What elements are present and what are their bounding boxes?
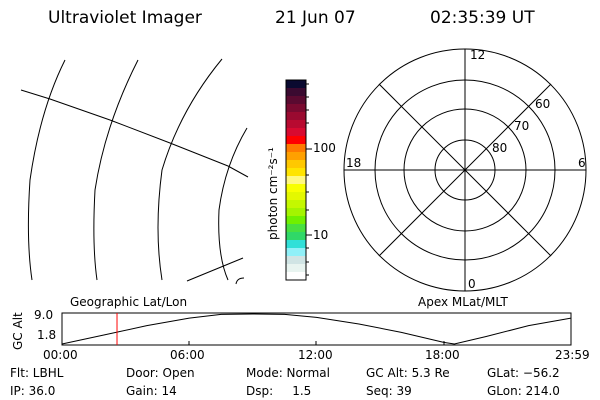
colorbar-band <box>286 160 306 169</box>
colorbar-band <box>286 80 306 89</box>
colorbar-band <box>286 112 306 121</box>
colorbar-band <box>286 200 306 209</box>
latitude-line <box>20 89 249 178</box>
colorbar-ticks <box>306 83 312 276</box>
x-tick: 23:59 <box>555 348 590 362</box>
longitude-line <box>218 127 248 281</box>
coastline <box>235 277 245 285</box>
mlt-label-0: 0 <box>468 277 476 291</box>
colorbar-band <box>286 176 306 185</box>
y-tick-max: 9.0 <box>34 308 54 322</box>
door-value: Door: Open <box>126 366 195 380</box>
colorbar-frame <box>285 79 307 281</box>
colorbar-band <box>286 216 306 225</box>
colorbar-band <box>286 168 306 177</box>
colorbar-band <box>286 232 306 241</box>
x-tick: 06:00 <box>170 348 205 362</box>
filter-value: Flt: LBHL <box>10 366 64 380</box>
longitude-line <box>27 59 66 281</box>
colorbar-band <box>286 184 306 193</box>
glon-value: GLon: 214.0 <box>487 384 560 398</box>
colorbar-band <box>286 272 306 281</box>
seq-value: Seq: 39 <box>366 384 412 398</box>
lat-label-60: 60 <box>535 97 551 111</box>
colorbar-band <box>286 264 306 273</box>
altitude-axis-ticks <box>61 341 572 345</box>
x-tick: 18:00 <box>425 348 460 362</box>
y-tick-min: 1.8 <box>37 328 57 342</box>
colorbar <box>286 80 306 281</box>
lat-label-80: 80 <box>492 141 508 155</box>
latitude-line <box>186 257 244 282</box>
colorbar-band <box>286 144 306 153</box>
geographic-map <box>20 58 249 285</box>
date-label: 21 Jun 07 <box>275 8 356 28</box>
colorbar-band <box>286 248 306 257</box>
colorbar-band <box>286 88 306 97</box>
altitude-curve <box>61 313 572 345</box>
mlt-label-12: 12 <box>470 48 486 62</box>
polar-grid <box>343 48 587 292</box>
colorbar-band <box>286 192 306 201</box>
colorbar-tick-10: 10 <box>313 228 329 242</box>
x-tick: 12:00 <box>298 348 333 362</box>
ip-value: IP: 36.0 <box>10 384 56 398</box>
colorbar-band <box>286 256 306 265</box>
colorbar-band <box>286 104 306 113</box>
x-tick: 00:00 <box>43 348 78 362</box>
gain-value: Gain: 14 <box>126 384 177 398</box>
mlt-label-6: 6 <box>578 156 586 170</box>
colorbar-band <box>286 208 306 217</box>
mlt-label-18: 18 <box>346 156 362 170</box>
lat-label-70: 70 <box>514 119 530 133</box>
colorbar-label: photon cm⁻²s⁻¹ <box>266 147 280 240</box>
time-label: 02:35:39 UT <box>430 8 535 28</box>
dsp-value: Dsp: 1.5 <box>246 384 312 398</box>
geographic-label: Geographic Lat/Lon <box>70 295 188 309</box>
colorbar-band <box>286 136 306 145</box>
colorbar-tick-100: 100 <box>313 141 336 155</box>
glat-value: GLat: −56.2 <box>487 366 560 380</box>
colorbar-band <box>286 96 306 105</box>
longitude-line <box>157 58 223 281</box>
longitude-line <box>93 59 139 281</box>
mode-value: Mode: Normal <box>246 366 330 380</box>
colorbar-band <box>286 152 306 161</box>
apex-label: Apex MLat/MLT <box>418 295 508 309</box>
colorbar-band <box>286 224 306 233</box>
y-axis-label: GC Alt <box>11 312 25 350</box>
colorbar-band <box>286 120 306 129</box>
colorbar-band <box>286 128 306 137</box>
instrument-title: Ultraviolet Imager <box>48 8 202 28</box>
gc-alt-value: GC Alt: 5.3 Re <box>366 366 450 380</box>
colorbar-band <box>286 240 306 249</box>
